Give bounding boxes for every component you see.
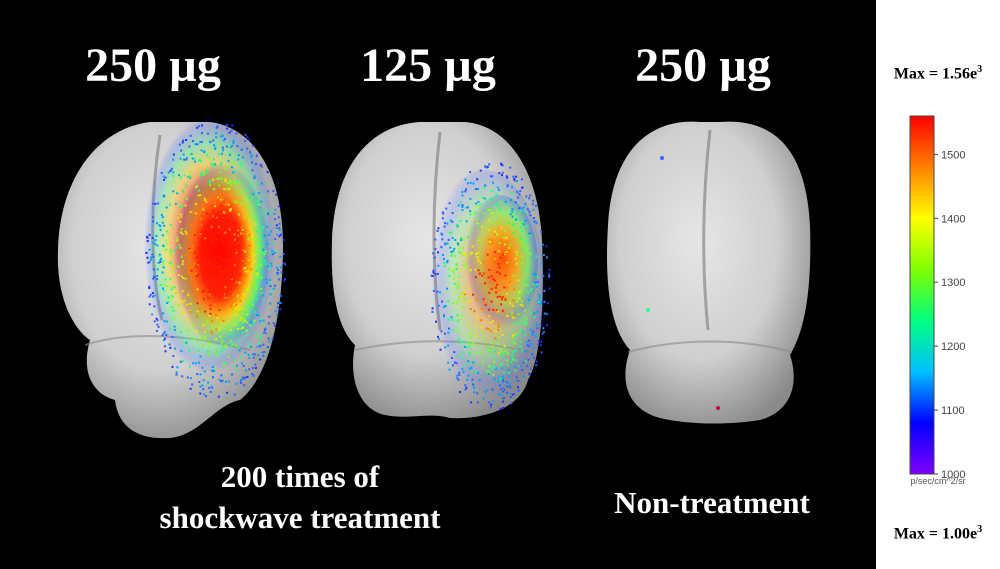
colorbar-tick-label: 1300 <box>941 277 965 289</box>
signal-speckles <box>145 123 551 410</box>
colorbar: 1000 1100 1200 1300 1400 1500 p/sec/cm^2/sr <box>909 115 966 486</box>
brain-images <box>57 117 811 439</box>
dose-label-1: 250 µg <box>85 39 221 92</box>
colorbar-unit: p/sec/cm^2/sr <box>910 476 965 486</box>
brain-2 <box>331 122 545 419</box>
image-panel: 250 µg 125 µg 250 µg 200 times of shockw… <box>0 0 876 569</box>
brain-1 <box>57 117 284 439</box>
colorbar-min-label: Max = 1.00e3 <box>893 524 983 543</box>
colorbar-tick-label: 1500 <box>941 149 965 161</box>
dose-label-3: 250 µg <box>635 39 771 92</box>
colorbar-tick-label: 1100 <box>941 405 965 417</box>
brain-3 <box>606 121 811 424</box>
treatment-caption-line2: shockwave treatment <box>159 500 441 535</box>
colorbar-tick-label: 1200 <box>941 341 965 353</box>
colorbar-panel: Max = 1.56e3 1000 1100 1200 1300 1400 1500 p/… <box>876 0 1000 569</box>
colorbar-tick-label: 1000 <box>941 469 965 481</box>
treatment-caption-line1: 200 times of <box>220 459 380 494</box>
dose-label-2: 125 µg <box>360 39 496 92</box>
colorbar-tick-label: 1400 <box>941 213 965 225</box>
control-caption: Non-treatment <box>614 485 810 520</box>
colorbar-max-label: Max = 1.56e3 <box>893 64 983 83</box>
colorbar-gradient <box>909 115 935 475</box>
